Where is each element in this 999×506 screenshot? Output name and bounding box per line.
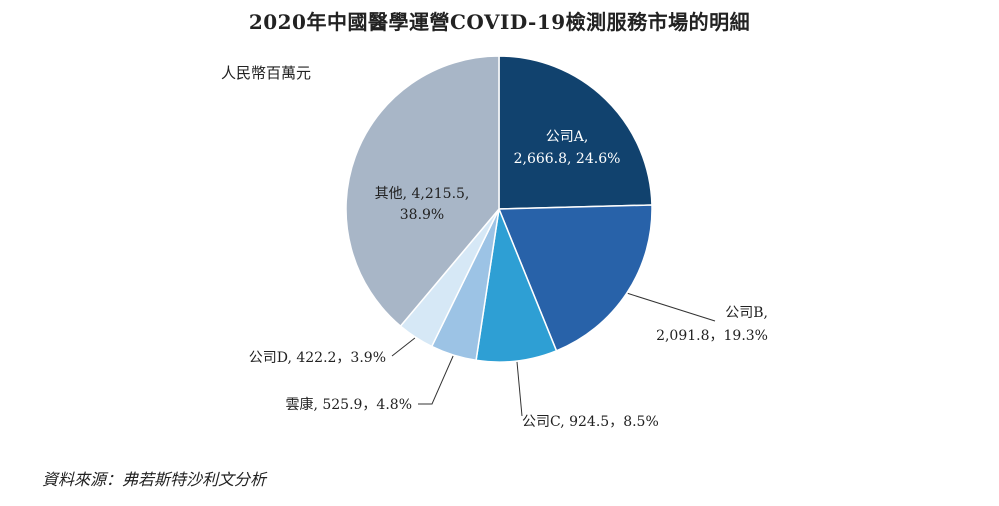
- chart-title: 2020年中國醫學運營COVID-19檢測服務市場的明細: [248, 10, 751, 34]
- slice-label-6-line1: 其他, 4,215.5,: [375, 186, 470, 202]
- pie-slice-6: [345, 55, 500, 328]
- slice-label-6-line2: 38.9%: [400, 207, 444, 223]
- pie-slice-2: [497, 204, 653, 352]
- source-note: 資料來源：弗若斯特沙利文分析: [42, 470, 267, 489]
- leader-line-5: [391, 337, 416, 357]
- leader-line-2: [627, 292, 716, 322]
- slice-label-1-line1: 公司A,: [546, 129, 589, 145]
- slice-label-1-line2: 2,666.8, 24.6%: [514, 151, 621, 167]
- slice-label-2-line1: 公司B,: [725, 305, 768, 321]
- leader-line-4: [418, 355, 454, 405]
- leader-line-3: [516, 361, 523, 417]
- slice-label-2-line2: 2,091.8，19.3%: [656, 328, 768, 344]
- unit-label: 人民幣百萬元: [221, 64, 312, 82]
- slice-label-5-line1: 公司D, 422.2，3.9%: [249, 350, 386, 366]
- slice-label-3-line1: 公司C, 924.5，8.5%: [522, 414, 659, 430]
- pie-slice-1: [498, 55, 653, 210]
- slice-label-4-line1: 雲康, 525.9，4.8%: [285, 396, 412, 413]
